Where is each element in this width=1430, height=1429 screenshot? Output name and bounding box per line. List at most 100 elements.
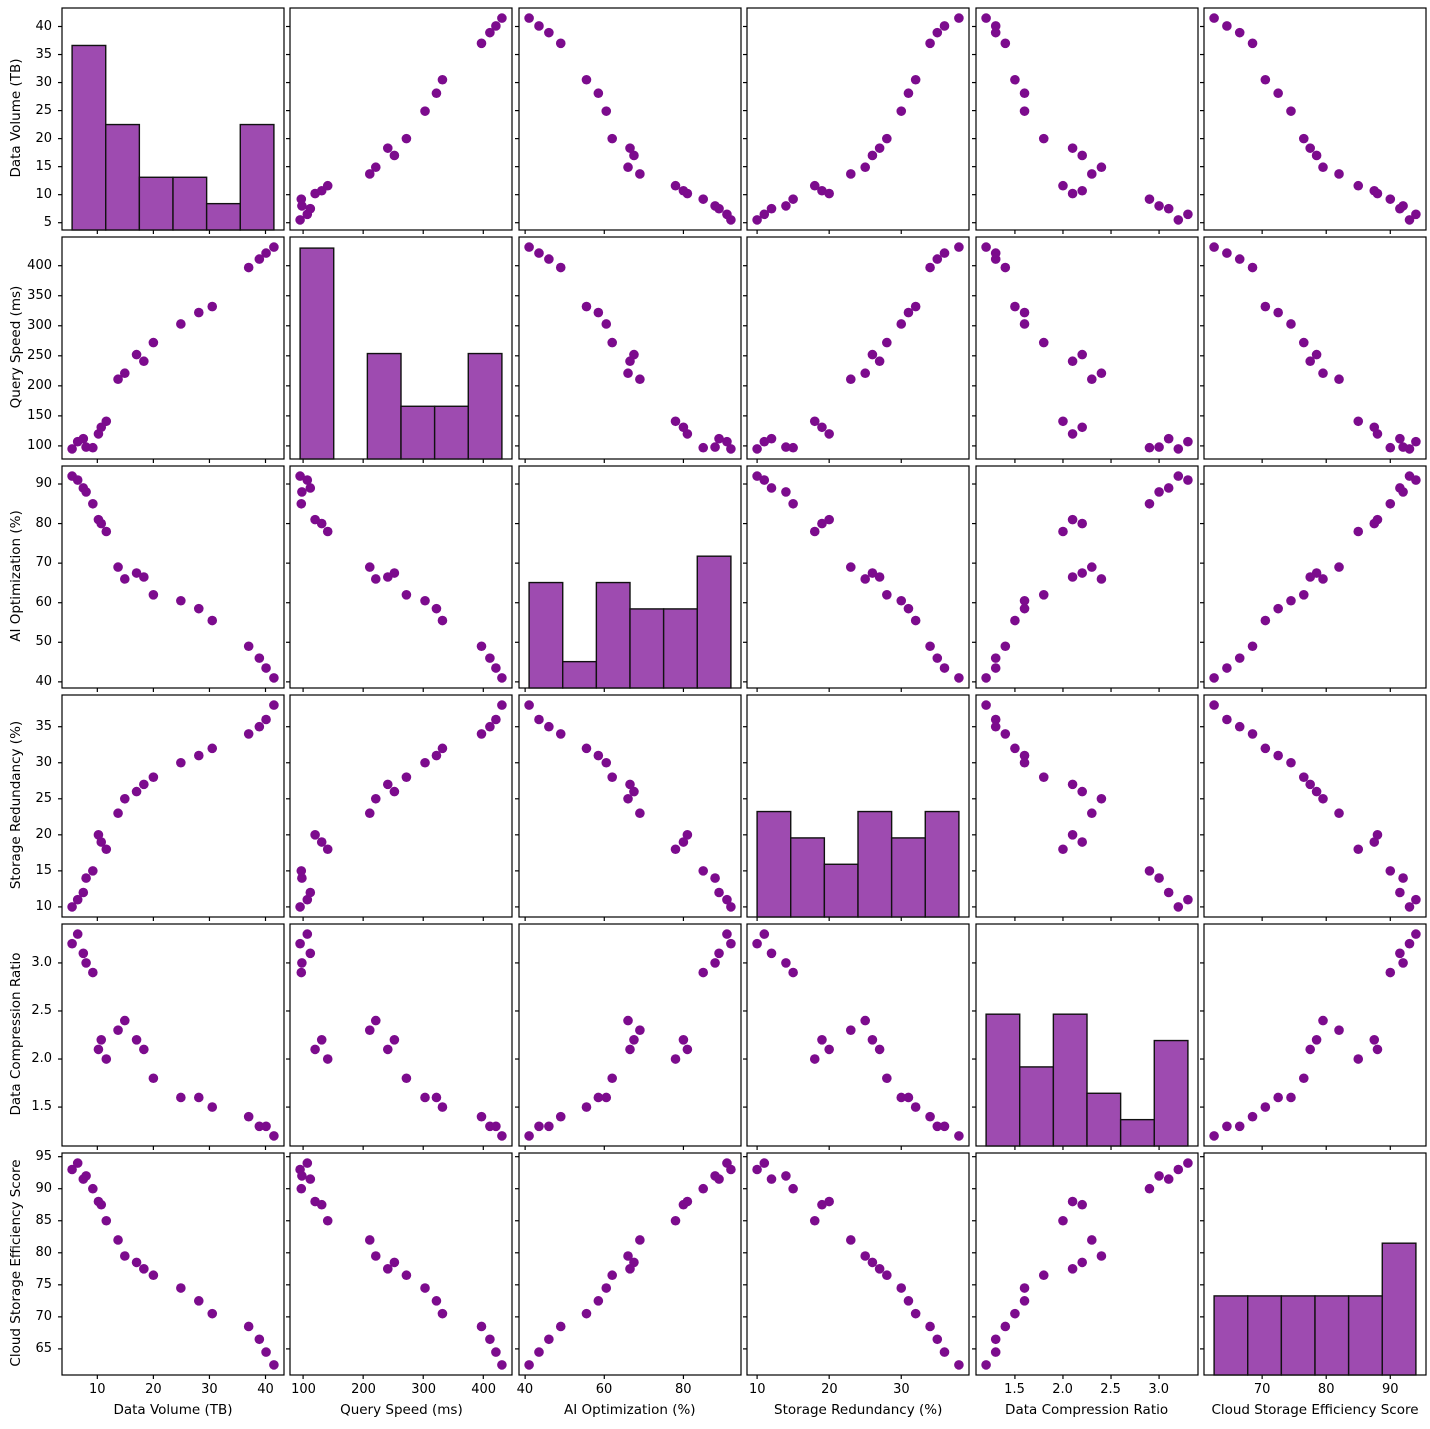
x-axis-title-query_speed: Query Speed (ms) xyxy=(340,1402,463,1418)
panel-frame xyxy=(974,465,1199,689)
y-axis-title-efficiency_score: Cloud Storage Efficiency Score xyxy=(8,1159,24,1367)
panel-efficiency_score-vs-storage_redundancy-scatter xyxy=(743,1152,970,1379)
scatter-points xyxy=(752,471,964,683)
panel-compression_ratio-vs-storage_redundancy-scatter xyxy=(743,923,970,1150)
y-tick-label-compression_ratio: 2.5 xyxy=(31,1002,52,1018)
panel-storage_redundancy-vs-compression_ratio-scatter xyxy=(971,694,1199,921)
panel-compression_ratio-vs-efficiency_score-scatter xyxy=(1200,923,1427,1150)
panel-frame xyxy=(1203,7,1427,231)
scatter-points xyxy=(980,1158,1193,1370)
panel-frame xyxy=(289,923,513,1147)
y-tick-label-storage_redundancy: 35 xyxy=(35,718,52,734)
tick-marks xyxy=(58,483,267,692)
panel-query_speed-vs-efficiency_score-scatter xyxy=(1200,236,1427,463)
x-tick-label-data_volume: 10 xyxy=(89,1382,106,1397)
y-tick-label-efficiency_score: 90 xyxy=(35,1180,52,1196)
y-tick-label-ai_optimization: 70 xyxy=(35,555,52,571)
y-tick-label-storage_redundancy: 30 xyxy=(35,754,52,770)
x-tick-label-ai_optimization: 80 xyxy=(674,1382,692,1397)
y-tick-label-compression_ratio: 1.5 xyxy=(31,1099,52,1115)
tick-marks xyxy=(286,25,485,234)
scatter-points xyxy=(752,242,964,454)
panel-data_volume-vs-data_volume-histogram xyxy=(58,7,285,234)
tick-marks xyxy=(1200,962,1391,1150)
panel-compression_ratio-vs-ai_optimization-scatter xyxy=(514,923,742,1150)
tick-marks xyxy=(743,25,903,234)
tick-marks xyxy=(1200,25,1391,234)
x-tick-label-data_volume: 20 xyxy=(145,1382,162,1397)
y-tick-label-compression_ratio: 2.0 xyxy=(31,1051,52,1067)
panel-query_speed-vs-data_volume-scatter xyxy=(58,236,285,463)
panel-frame xyxy=(518,7,742,231)
panel-data_volume-vs-efficiency_score-scatter xyxy=(1200,7,1427,234)
y-tick-label-query_speed: 300 xyxy=(27,317,52,333)
scatter-points xyxy=(752,929,964,1141)
y-tick-label-ai_optimization: 80 xyxy=(35,515,52,531)
tick-marks xyxy=(971,265,1160,463)
tick-marks xyxy=(1200,726,1391,921)
tick-marks xyxy=(743,962,903,1150)
y-tick-label-efficiency_score: 95 xyxy=(35,1148,52,1164)
scatter-points xyxy=(67,471,279,683)
scatter-points xyxy=(295,13,508,225)
panel-frame xyxy=(289,1152,513,1376)
panel-frame xyxy=(974,7,1199,231)
y-tick-label-query_speed: 150 xyxy=(27,407,52,423)
panel-storage_redundancy-vs-ai_optimization-scatter xyxy=(514,694,742,921)
x-tick-label-storage_redundancy: 30 xyxy=(893,1382,910,1397)
panel-storage_redundancy-vs-query_speed-scatter xyxy=(286,694,513,921)
panel-query_speed-vs-ai_optimization-scatter xyxy=(514,236,742,463)
x-tick-label-query_speed: 300 xyxy=(411,1382,437,1397)
y-tick-label-efficiency_score: 75 xyxy=(35,1276,52,1292)
scatter-points xyxy=(1209,13,1421,225)
panel-ai_optimization-vs-query_speed-scatter xyxy=(286,465,513,692)
tick-marks xyxy=(514,483,684,692)
tick-marks xyxy=(286,483,485,692)
y-tick-label-ai_optimization: 50 xyxy=(35,634,52,650)
tick-marks xyxy=(58,1156,267,1379)
y-axis-title-ai_optimization: AI Optimization (%) xyxy=(8,510,24,642)
x-tick-label-data_volume: 40 xyxy=(257,1382,274,1397)
panel-frame xyxy=(746,923,970,1147)
panel-frame xyxy=(289,465,513,689)
tick-marks xyxy=(1200,483,1391,692)
tick-marks xyxy=(514,1156,684,1379)
x-tick-label-compression_ratio: 2.5 xyxy=(1100,1382,1121,1397)
x-tick-label-storage_redundancy: 20 xyxy=(821,1382,838,1397)
scatter-points xyxy=(980,471,1193,683)
histogram-bars xyxy=(756,810,960,918)
tick-marks xyxy=(58,726,267,921)
tick-marks xyxy=(1200,265,1391,463)
panel-ai_optimization-vs-compression_ratio-scatter xyxy=(971,465,1199,692)
tick-marks xyxy=(286,1156,485,1379)
scatter-points xyxy=(524,1158,736,1370)
tick-marks xyxy=(971,483,1160,692)
scatter-points xyxy=(752,13,964,225)
panel-ai_optimization-vs-data_volume-scatter xyxy=(58,465,285,692)
scatter-points xyxy=(524,13,736,225)
x-tick-label-compression_ratio: 3.0 xyxy=(1148,1382,1170,1397)
x-axis-title-ai_optimization: AI Optimization (%) xyxy=(564,1402,696,1418)
panel-query_speed-vs-compression_ratio-scatter xyxy=(971,236,1199,463)
panel-frame xyxy=(1203,923,1427,1147)
panel-storage_redundancy-vs-storage_redundancy-histogram xyxy=(743,694,970,921)
y-tick-label-efficiency_score: 70 xyxy=(35,1308,52,1324)
x-tick-label-ai_optimization: 60 xyxy=(595,1382,613,1397)
scatter-points xyxy=(67,929,279,1141)
scatter-points xyxy=(295,471,508,683)
x-tick-label-ai_optimization: 40 xyxy=(516,1382,534,1397)
y-tick-label-efficiency_score: 80 xyxy=(35,1244,52,1260)
panel-frame xyxy=(61,236,285,460)
x-tick-label-query_speed: 200 xyxy=(351,1382,376,1397)
y-tick-label-compression_ratio: 3.0 xyxy=(31,954,52,970)
panel-ai_optimization-vs-efficiency_score-scatter xyxy=(1200,465,1427,692)
panel-compression_ratio-vs-compression_ratio-histogram xyxy=(971,923,1199,1150)
tick-marks xyxy=(514,726,684,921)
y-tick-label-data_volume: 15 xyxy=(35,158,52,174)
scatter-points xyxy=(980,242,1193,454)
y-tick-label-data_volume: 10 xyxy=(35,186,52,202)
panel-frame xyxy=(974,694,1199,918)
panel-frame xyxy=(518,694,742,918)
scatter-points xyxy=(1209,471,1421,683)
